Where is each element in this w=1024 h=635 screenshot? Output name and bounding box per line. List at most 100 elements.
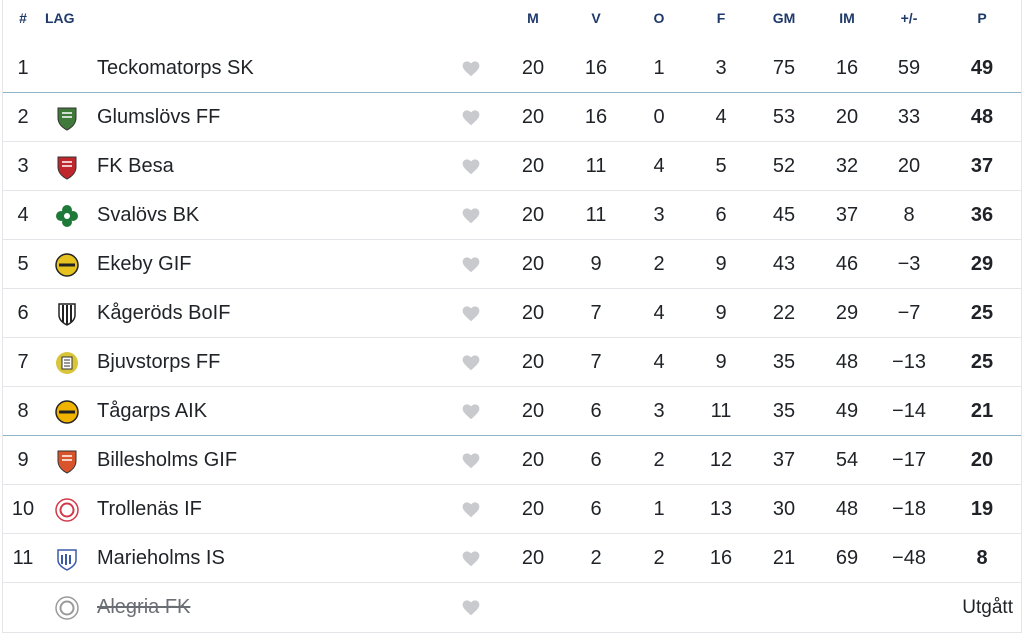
favorite-button[interactable] [455,93,487,142]
played-value: 20 [521,57,545,79]
row-divider [3,533,1021,534]
favorite-button[interactable] [455,44,487,93]
team-name: Teckomatorps SK [97,57,254,79]
favorite-button[interactable] [455,142,487,191]
drawn-value: 2 [653,547,665,569]
favorite-button[interactable] [455,338,487,387]
table-row[interactable]: 6 Kågeröds BoIF 20 7 4 9 22 29 −7 25 [3,289,1021,338]
header-team: LAG [45,10,75,26]
team-position: 9 [17,449,29,471]
points-value: 8 [976,547,988,569]
goals-for-value: 30 [772,498,796,520]
team-logo [49,289,85,338]
goals-against-value: 32 [835,155,859,177]
goal-diff-value: −7 [897,302,921,324]
heart-icon [462,305,480,322]
table-row[interactable]: 11 Marieholms IS 20 2 2 16 21 69 −48 8 [3,534,1021,583]
shield-icon [54,448,80,474]
favorite-button[interactable] [455,534,487,583]
table-row[interactable]: 7 Bjuvstorps FF 20 7 4 9 35 48 −13 25 [3,338,1021,387]
heart-icon [462,158,480,175]
heart-icon [462,550,480,567]
points-value: 36 [970,204,994,226]
team-name: Tågarps AIK [97,400,208,422]
table-row[interactable]: 10 Trollenäs IF 20 6 1 13 30 48 −18 19 [3,485,1021,534]
favorite-button[interactable] [455,387,487,436]
won-value: 9 [590,253,602,275]
table-header: # LAG M V O F GM IM +/- P [3,0,1021,44]
row-divider [3,92,1021,93]
team-logo [49,142,85,191]
lost-value: 13 [709,498,733,520]
team-position: 10 [11,498,35,520]
team-position: 6 [17,302,29,324]
team-logo [49,338,85,387]
lost-value: 9 [715,302,727,324]
shield-icon [54,154,80,180]
team-name: Svalövs BK [97,204,200,226]
table-row[interactable]: 8 Tågarps AIK 20 6 3 11 35 49 −14 21 [3,387,1021,436]
header-pos: # [19,10,27,26]
goals-for-value: 35 [772,351,796,373]
team-logo [49,191,85,240]
team-name: Glumslövs FF [97,106,221,128]
drawn-value: 0 [653,106,665,128]
table-row[interactable]: 9 Billesholms GIF 20 6 2 12 37 54 −17 20 [3,436,1021,485]
team-name: FK Besa [97,155,174,177]
row-divider [3,386,1021,387]
points-value: 48 [970,106,994,128]
team-position: 7 [17,351,29,373]
table-row[interactable]: 3 FK Besa 20 11 4 5 52 32 20 37 [3,142,1021,191]
lost-value: 16 [709,547,733,569]
team-name: Billesholms GIF [97,449,238,471]
won-value: 6 [590,498,602,520]
favorite-button[interactable] [455,436,487,485]
favorite-button[interactable] [455,240,487,289]
header-drawn: O [653,10,665,26]
drawn-value: 4 [653,302,665,324]
points-value: 25 [970,302,994,324]
goal-diff-value: −3 [897,253,921,275]
round-icon [54,252,80,278]
played-value: 20 [521,547,545,569]
team-position: 5 [17,253,29,275]
team-logo [49,44,85,93]
heart-icon [462,501,480,518]
goals-against-value: 48 [835,498,859,520]
row-divider [3,337,1021,338]
favorite-button[interactable] [455,583,487,632]
table-row[interactable]: 5 Ekeby GIF 20 9 2 9 43 46 −3 29 [3,240,1021,289]
table-row[interactable]: 4 Svalövs BK 20 11 3 6 45 37 8 36 [3,191,1021,240]
lost-value: 3 [715,57,727,79]
goals-against-value: 69 [835,547,859,569]
team-name: Kågeröds BoIF [97,302,231,324]
played-value: 20 [521,302,545,324]
table-row[interactable]: 1 Teckomatorps SK 20 16 1 3 75 16 59 49 [3,44,1021,93]
heart-icon [462,403,480,420]
goal-diff-value: −18 [892,498,926,520]
goals-against-value: 48 [835,351,859,373]
goals-for-value: 75 [772,57,796,79]
points-value: 20 [970,449,994,471]
favorite-button[interactable] [455,485,487,534]
table-row-withdrawn[interactable]: Alegria FK Utgått [3,583,1021,632]
table-row[interactable]: 2 Glumslövs FF 20 16 0 4 53 20 33 48 [3,93,1021,142]
team-logo [49,240,85,289]
won-value: 16 [584,57,608,79]
lost-value: 4 [715,106,727,128]
row-divider [3,288,1021,289]
lost-value: 9 [715,351,727,373]
goals-against-value: 37 [835,204,859,226]
stripes-icon [54,301,80,327]
won-value: 7 [590,302,602,324]
favorite-button[interactable] [455,289,487,338]
played-value: 20 [521,400,545,422]
favorite-button[interactable] [455,191,487,240]
team-logo [49,583,85,632]
points-value: 25 [970,351,994,373]
header-lost: F [716,10,726,26]
won-value: 6 [590,449,602,471]
row-divider [3,141,1021,142]
goals-for-value: 35 [772,400,796,422]
